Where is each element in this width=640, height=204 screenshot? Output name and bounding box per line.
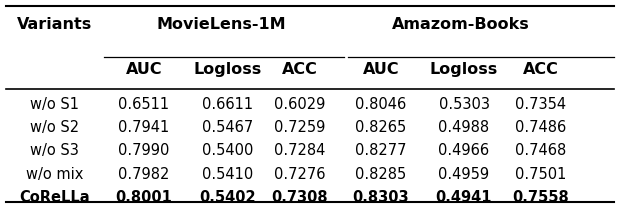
Text: 0.8001: 0.8001: [116, 190, 172, 204]
Text: w/o S1: w/o S1: [30, 96, 79, 112]
Text: 0.4988: 0.4988: [438, 120, 490, 135]
Text: 0.5402: 0.5402: [199, 190, 255, 204]
Text: 0.7501: 0.7501: [515, 167, 566, 182]
Text: 0.8265: 0.8265: [355, 120, 406, 135]
Text: 0.5400: 0.5400: [202, 143, 253, 159]
Text: 0.5303: 0.5303: [438, 96, 490, 112]
Text: 0.7941: 0.7941: [118, 120, 170, 135]
Text: 0.8046: 0.8046: [355, 96, 406, 112]
Text: w/o mix: w/o mix: [26, 167, 83, 182]
Text: 0.8277: 0.8277: [355, 143, 406, 159]
Text: CoReLLa: CoReLLa: [19, 190, 90, 204]
Text: 0.8285: 0.8285: [355, 167, 406, 182]
Text: 0.7982: 0.7982: [118, 167, 170, 182]
Text: 0.7308: 0.7308: [271, 190, 328, 204]
Text: 0.4966: 0.4966: [438, 143, 490, 159]
Text: 0.7468: 0.7468: [515, 143, 566, 159]
Text: MovieLens-1M: MovieLens-1M: [157, 17, 287, 32]
Text: 0.7259: 0.7259: [274, 120, 325, 135]
Text: 0.6029: 0.6029: [274, 96, 325, 112]
Text: ACC: ACC: [523, 62, 559, 77]
Text: ACC: ACC: [282, 62, 317, 77]
Text: 0.7486: 0.7486: [515, 120, 566, 135]
Text: 0.4959: 0.4959: [438, 167, 490, 182]
Text: Variants: Variants: [17, 17, 92, 32]
Text: Amazom-Books: Amazom-Books: [392, 17, 530, 32]
Text: 0.4941: 0.4941: [436, 190, 492, 204]
Text: w/o S2: w/o S2: [30, 120, 79, 135]
Text: 0.7276: 0.7276: [274, 167, 325, 182]
Text: 0.6511: 0.6511: [118, 96, 170, 112]
Text: 0.5410: 0.5410: [202, 167, 253, 182]
Text: AUC: AUC: [362, 62, 399, 77]
Text: 0.7284: 0.7284: [274, 143, 325, 159]
Text: 0.7558: 0.7558: [513, 190, 569, 204]
Text: 0.7990: 0.7990: [118, 143, 170, 159]
Text: 0.8303: 0.8303: [353, 190, 409, 204]
Text: 0.5467: 0.5467: [202, 120, 253, 135]
Text: w/o S3: w/o S3: [30, 143, 79, 159]
Text: Logloss: Logloss: [430, 62, 498, 77]
Text: 0.7354: 0.7354: [515, 96, 566, 112]
Text: Logloss: Logloss: [193, 62, 261, 77]
Text: AUC: AUC: [125, 62, 163, 77]
Text: 0.6611: 0.6611: [202, 96, 253, 112]
